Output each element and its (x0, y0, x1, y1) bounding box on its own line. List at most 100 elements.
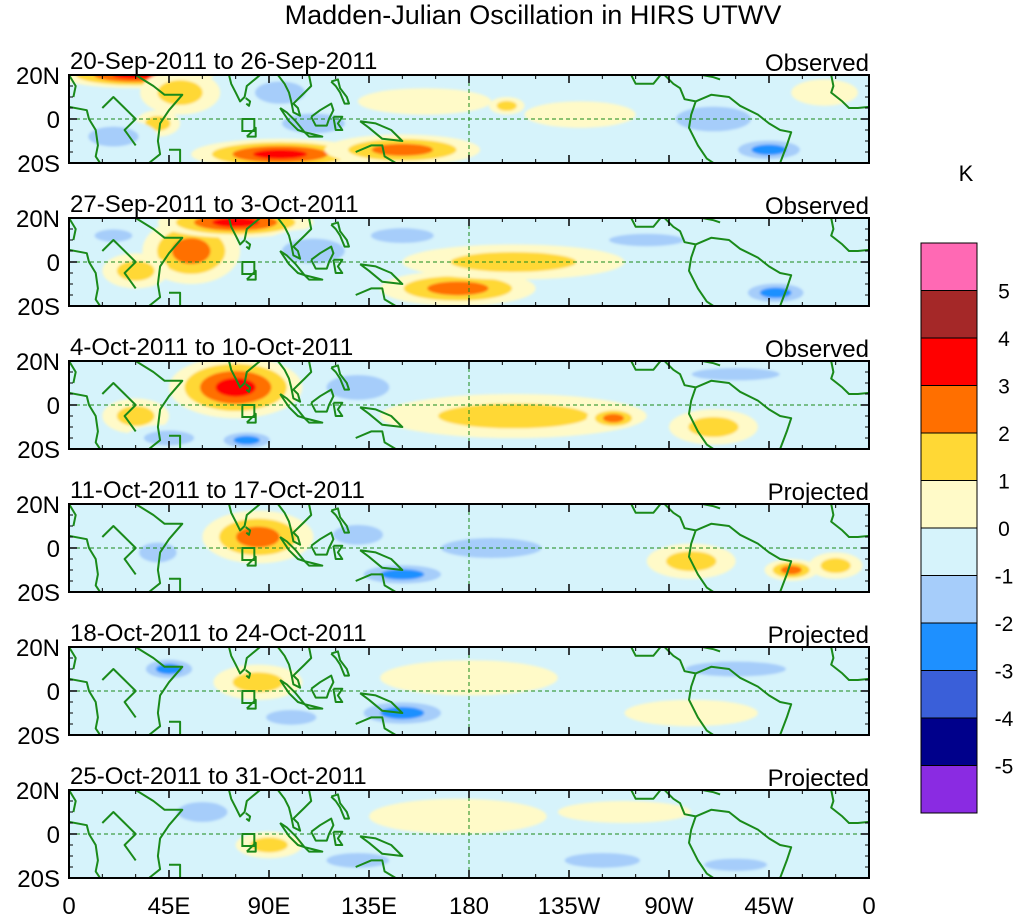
coastline (332, 830, 344, 846)
anomaly-blob (94, 229, 133, 242)
coastline (69, 504, 77, 527)
coastline (332, 258, 344, 274)
coastline (330, 507, 350, 534)
anomaly-blob (357, 88, 492, 115)
coastline (228, 790, 261, 818)
anomaly-blob (232, 672, 284, 693)
coastline (830, 361, 869, 395)
coastline (303, 274, 324, 281)
colorbar-swatch (920, 480, 978, 529)
anomaly-blob (791, 79, 858, 106)
anomaly-field (102, 361, 814, 449)
panel-2: 20N 0 20S 27-Sep-2011 to 3-Oct-2011 Observed (16, 191, 870, 321)
coastline (101, 668, 137, 718)
panel-period: 20-Sep-2011 to 26-Sep-2011 (70, 48, 377, 75)
coastline (303, 417, 324, 424)
coastline (69, 534, 101, 592)
anomaly-blob (266, 709, 317, 725)
anomaly-blob (157, 80, 203, 106)
coastline (169, 434, 182, 449)
coastline (359, 263, 404, 285)
anomaly-blob (820, 558, 851, 574)
y-tick-label: 20N (16, 63, 60, 90)
anomaly-blob (253, 149, 307, 159)
coastline (169, 720, 182, 735)
coastline (169, 863, 182, 878)
anomaly-blob (236, 526, 280, 548)
colorbar-swatch (920, 622, 978, 671)
coastline (69, 75, 77, 98)
coastline (830, 504, 869, 538)
anomaly-blob (116, 406, 155, 426)
coastline (246, 269, 257, 281)
coastline (277, 504, 313, 546)
coastline (359, 120, 404, 142)
coastline (228, 75, 261, 103)
y-tick-label: 0 (47, 679, 60, 706)
anomaly-blob (332, 524, 384, 545)
coastline (245, 669, 252, 679)
y-tick-label: 20S (17, 151, 60, 178)
colorbar-swatch (920, 385, 978, 434)
coastline (69, 677, 101, 735)
y-tick-label: 0 (47, 822, 60, 849)
y-tick-label: 20N (16, 206, 60, 233)
colorbar-swatch (920, 717, 978, 766)
colorbar-unit: K (959, 161, 974, 186)
coastline (830, 790, 869, 824)
anomaly-blob (177, 802, 228, 822)
y-tick-label: 20N (16, 778, 60, 805)
coastline (830, 218, 869, 252)
coastline (688, 816, 714, 878)
coastline (355, 716, 397, 735)
colorbar-label: 5 (998, 281, 1010, 304)
coastline (69, 361, 77, 384)
region-box (241, 547, 256, 561)
panel-kind: Observed (765, 336, 869, 363)
coastline (101, 525, 137, 575)
anomaly-blob (691, 367, 780, 381)
anomaly-blob (564, 852, 641, 868)
colorbar-label: -3 (995, 661, 1014, 684)
colorbar-swatch (920, 242, 978, 291)
y-tick-label: 0 (47, 536, 60, 563)
colorbar-swatch (920, 575, 978, 624)
coastline (69, 105, 101, 163)
y-tick-label: 20S (17, 580, 60, 607)
coastline (630, 504, 662, 514)
anomaly-blob (254, 81, 306, 104)
coastline (310, 245, 335, 270)
coastline (303, 703, 324, 710)
coastline (359, 692, 404, 714)
colorbar-label: -2 (995, 613, 1014, 636)
coastline (310, 531, 335, 556)
coastline (355, 573, 397, 592)
anomaly-blob (212, 218, 260, 228)
y-tick-label: 20S (17, 294, 60, 321)
colorbar-swatch (920, 765, 978, 814)
x-tick-label: 45E (148, 893, 191, 920)
x-tick-label: 45W (744, 893, 794, 920)
panel-5: 20N 0 20S 18-Oct-2011 to 24-Oct-2011 Project… (16, 620, 870, 750)
coastline (688, 244, 714, 306)
coastline (277, 790, 313, 832)
panel-kind: Projected (768, 479, 869, 506)
colorbar-label: 4 (998, 328, 1010, 351)
colorbar-label: -1 (995, 566, 1014, 589)
panel-period: 11-Oct-2011 to 17-Oct-2011 (70, 477, 365, 504)
panel-period: 27-Sep-2011 to 3-Oct-2011 (70, 191, 359, 218)
coastline (228, 504, 261, 532)
coastline (169, 148, 182, 163)
coastlines (69, 647, 869, 735)
coastline (688, 101, 714, 163)
coastline (688, 530, 714, 592)
panel-period: 25-Oct-2011 to 31-Oct-2011 (70, 763, 367, 790)
y-tick-label: 0 (47, 250, 60, 277)
coastline (332, 401, 344, 417)
panel-kind: Observed (765, 50, 869, 77)
coastline (69, 820, 101, 878)
coastline (277, 75, 313, 117)
anomaly-blob (624, 699, 758, 727)
y-tick-label: 20N (16, 635, 60, 662)
coastline (246, 841, 257, 853)
